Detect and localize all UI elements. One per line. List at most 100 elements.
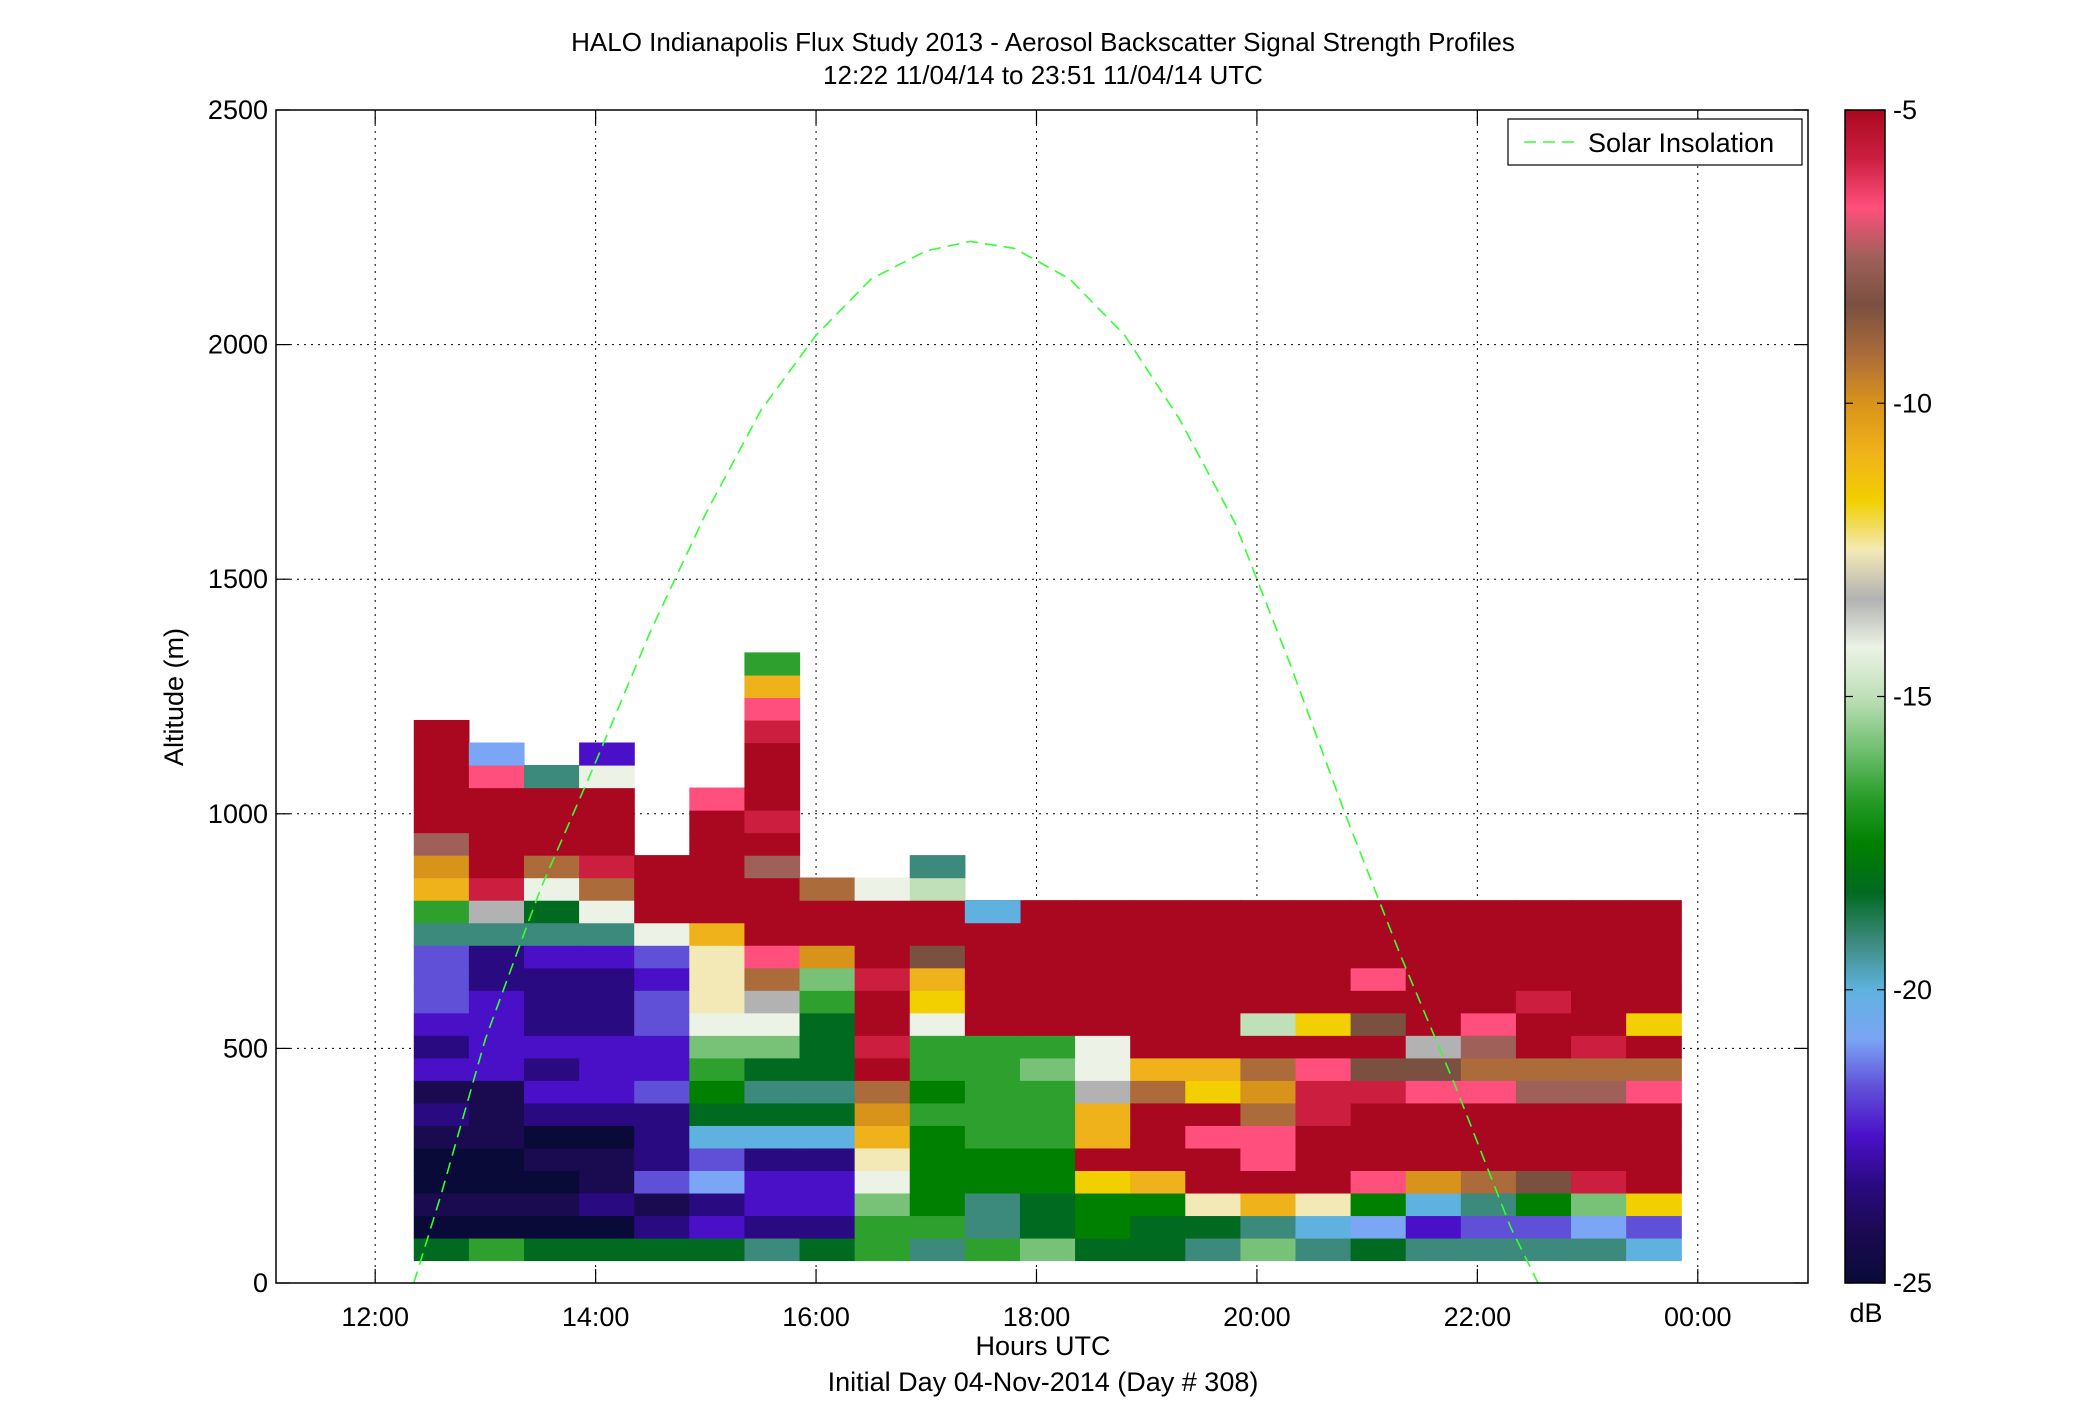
heatmap-cell [1460, 1237, 1517, 1262]
heatmap-cell [854, 1012, 911, 1036]
heatmap-cell [579, 990, 635, 1014]
heatmap-cell [579, 922, 635, 946]
heatmap-cell [523, 1125, 580, 1149]
heatmap-cell [1515, 1147, 1572, 1171]
heatmap-cell [1019, 1057, 1076, 1081]
heatmap-cell [1185, 945, 1241, 969]
heatmap-cell [1515, 1170, 1572, 1194]
heatmap-cell [1295, 990, 1352, 1014]
heatmap-cell [413, 765, 470, 789]
heatmap-cell [744, 990, 801, 1014]
heatmap-cell [1571, 1147, 1627, 1171]
heatmap-cell [964, 1215, 1021, 1239]
heatmap-cell [689, 1170, 746, 1194]
heatmap-cell [523, 1192, 580, 1217]
heatmap-cell [1240, 1057, 1297, 1081]
heatmap-cell [634, 990, 690, 1014]
heatmap-cell [1019, 1192, 1076, 1217]
heatmap-cell [1185, 1147, 1241, 1171]
heatmap-cell [744, 810, 801, 834]
heatmap-cell [1019, 1237, 1076, 1262]
heatmap-cell [523, 1237, 580, 1262]
heatmap-cell [744, 1057, 801, 1081]
heatmap-cell [744, 967, 801, 991]
heatmap-cell [468, 810, 525, 834]
heatmap-cell [964, 1125, 1021, 1149]
heatmap-cell [1571, 1170, 1627, 1194]
heatmap-cell [413, 832, 470, 856]
heatmap-cell [1350, 1057, 1407, 1081]
heatmap-cell [468, 945, 525, 969]
heatmap-cell [468, 742, 525, 766]
heatmap-cell [634, 922, 690, 946]
heatmap-cell [413, 719, 470, 744]
heatmap-cell [634, 1012, 690, 1036]
legend: Solar Insolation [1507, 118, 1803, 166]
heatmap-cell [744, 1192, 801, 1217]
heatmap-cell [909, 1102, 966, 1126]
heatmap-cell [1295, 1192, 1352, 1217]
heatmap-cell [1626, 1125, 1682, 1149]
heatmap-cell [1075, 1102, 1131, 1126]
heatmap-cell [799, 1080, 856, 1104]
heatmap-cell [1295, 1057, 1352, 1081]
heatmap-cell [523, 1057, 580, 1081]
heatmap-cell [1515, 945, 1572, 969]
heatmap-cell [1515, 1237, 1572, 1262]
heatmap-cell [1240, 900, 1297, 924]
heatmap-cell [413, 787, 470, 811]
heatmap-cell [1185, 1080, 1241, 1104]
heatmap-cell [634, 1237, 690, 1262]
heatmap-cell [1571, 1035, 1627, 1059]
heatmap-cell [909, 900, 966, 924]
heatmap-cell [634, 900, 690, 924]
heatmap-cell [1460, 1170, 1517, 1194]
heatmap-cell [468, 1102, 525, 1126]
heatmap-cell [1185, 1125, 1241, 1149]
heatmap-cell [413, 1125, 470, 1149]
heatmap-cell [413, 1192, 470, 1217]
heatmap-cell [468, 832, 525, 856]
heatmap-cell [634, 877, 690, 901]
heatmap-cell [1019, 967, 1076, 991]
heatmap-cell [1075, 1215, 1131, 1239]
heatmap-cell [744, 787, 801, 811]
heatmap-cell [1571, 1057, 1627, 1081]
heatmap-cell [1130, 1215, 1186, 1239]
heatmap-cell [1075, 922, 1131, 946]
heatmap-cell [909, 990, 966, 1014]
heatmap-cell [799, 1057, 856, 1081]
heatmap-cell [1075, 1170, 1131, 1194]
heatmap-cell [1240, 945, 1297, 969]
heatmap-cell [579, 967, 635, 991]
heatmap-cell [689, 1125, 746, 1149]
heatmap-cell [799, 990, 856, 1014]
heatmap-cell [1350, 1035, 1407, 1059]
heatmap-cell [1240, 1215, 1297, 1239]
heatmap-cell [1405, 1035, 1462, 1059]
heatmap-cell [1405, 922, 1462, 946]
heatmap-cell [634, 1057, 690, 1081]
heatmap-cell [1515, 900, 1572, 924]
heatmap-cell [689, 810, 746, 834]
heatmap-cell [909, 1170, 966, 1194]
heatmap-cell [909, 1237, 966, 1262]
heatmap-cell [689, 1147, 746, 1171]
heatmap-cell [1019, 900, 1076, 924]
heatmap-cell [468, 1080, 525, 1104]
heatmap-cell [1571, 945, 1627, 969]
heatmap-cell [1515, 1215, 1572, 1239]
heatmap-cell [964, 922, 1021, 946]
heatmap-cell [1240, 967, 1297, 991]
y-tick-label: 500 [223, 1033, 268, 1063]
heatmap-cell [854, 922, 911, 946]
heatmap-cell [1571, 900, 1627, 924]
heatmap-cell [1626, 990, 1682, 1014]
heatmap-cell [1295, 1012, 1352, 1036]
heatmap-cell [1405, 1237, 1462, 1262]
y-tick-label: 2500 [208, 95, 268, 125]
heatmap-cell [1295, 922, 1352, 946]
heatmap-cell [1405, 1102, 1462, 1126]
heatmap-cell [413, 810, 470, 834]
heatmap-cell [1075, 1057, 1131, 1081]
